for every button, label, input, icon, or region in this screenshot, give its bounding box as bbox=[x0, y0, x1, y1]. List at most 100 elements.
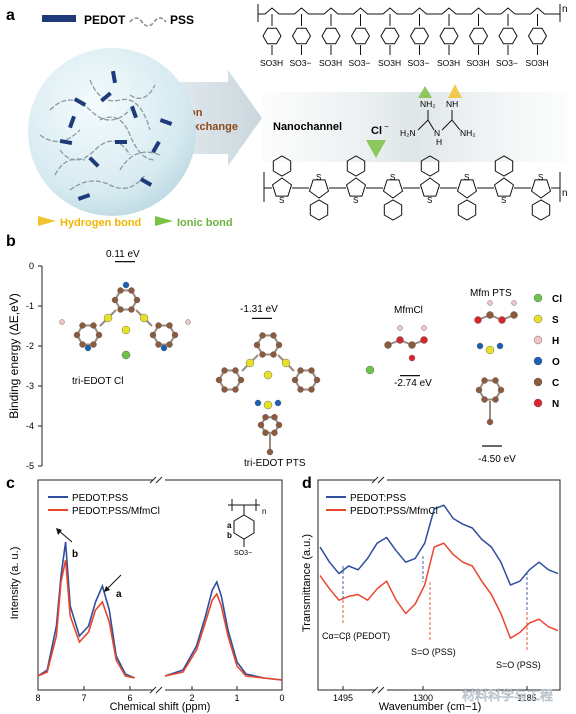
tec-r2-c-2 bbox=[117, 306, 124, 313]
pedot-rod-7 bbox=[139, 177, 153, 187]
pss-group-label-4: SO3H bbox=[378, 58, 401, 68]
pss-ring-6 bbox=[439, 27, 459, 45]
b-ytick-label-3: -3 bbox=[26, 381, 34, 391]
tep-r1-c-2 bbox=[221, 386, 228, 393]
tep-r1-c-0 bbox=[237, 376, 245, 384]
mfp-r-c-0 bbox=[497, 386, 505, 394]
tep-r3-c-3 bbox=[291, 376, 299, 384]
energy-label-mfmcl: -2.74 eV bbox=[394, 378, 432, 389]
pss-ring-7 bbox=[468, 27, 489, 45]
pss-group-label-3: SO3− bbox=[349, 58, 371, 68]
panel-c-xlabel: Chemical shift (ppm) bbox=[110, 701, 211, 713]
svg-text:b: b bbox=[227, 531, 232, 540]
watermark-text: 材料科学与工程 bbox=[462, 688, 553, 703]
pss-chain-2 bbox=[89, 79, 151, 131]
tec-r3-c-4 bbox=[155, 322, 162, 329]
pedot-dioxane-5 bbox=[457, 199, 477, 221]
mfc-n-2 bbox=[420, 336, 428, 344]
b-ytick-label-5: -5 bbox=[26, 461, 34, 471]
mfp-o-1 bbox=[476, 342, 484, 350]
pss-chain-0 bbox=[49, 99, 131, 121]
tep-r2-c-1 bbox=[270, 351, 277, 358]
mfc-h-2 bbox=[421, 325, 427, 331]
label-tri-edot-cl: tri-EDOT Cl bbox=[72, 376, 123, 387]
label-mfm-pts: Mfm PTS bbox=[470, 288, 512, 299]
atom-legend-label-Cl: Cl bbox=[552, 294, 562, 305]
c-arrow-b-head bbox=[56, 528, 62, 535]
panel-b: b Binding energy (ΔE,eV) 0 -1 -2 -3 -4 -5 0.1… bbox=[6, 233, 562, 471]
tep-r1-c-4 bbox=[221, 367, 228, 374]
c-xtick-label-0: 8 bbox=[35, 693, 40, 703]
pss-ring-0 bbox=[262, 27, 282, 45]
pss-chain-4 bbox=[119, 151, 161, 171]
b-ytick-label-2: -2 bbox=[26, 341, 34, 351]
panel-d-series bbox=[319, 504, 559, 639]
mfp-o-2 bbox=[496, 342, 504, 350]
mfp-c-methyl bbox=[486, 418, 494, 426]
pedot-rod-3 bbox=[59, 138, 73, 146]
pss-ring-5 bbox=[409, 27, 430, 45]
tec-r1-c-1 bbox=[90, 341, 97, 348]
svg-text:n: n bbox=[262, 507, 266, 516]
d-xtick-label-1: 1300 bbox=[413, 693, 433, 703]
panel-c: c Intensity (a. u.) 8 7 6 2 1 0 Chemical shif… bbox=[6, 475, 285, 713]
tec-o-3 bbox=[160, 344, 168, 352]
tec-h-1 bbox=[59, 319, 65, 325]
label-mfmcl: MfmCl bbox=[394, 305, 423, 316]
tec-s-2 bbox=[139, 313, 149, 323]
tec-r3-c-5 bbox=[166, 322, 173, 329]
tec-r2-c-4 bbox=[117, 287, 124, 294]
b-ytick-label-1: -1 bbox=[26, 301, 34, 311]
mfp-h-1 bbox=[487, 300, 493, 306]
pss-chain-8 bbox=[54, 158, 86, 176]
panel-d-frame bbox=[317, 479, 561, 691]
mfp-r-c-1 bbox=[492, 396, 499, 403]
pedot-s-label-2: S bbox=[353, 196, 358, 205]
tec-r3-c-1 bbox=[166, 341, 173, 348]
pedot-thiophene-7 bbox=[530, 179, 552, 199]
pedot-rod-11 bbox=[68, 115, 76, 129]
pss-ring-8 bbox=[498, 27, 518, 45]
panel-c-label: c bbox=[6, 475, 15, 492]
pss-group-label-7: SO3H bbox=[467, 58, 490, 68]
panel-d: d Transmittance (a.u.) 1495 1300 1185 Wave… bbox=[301, 475, 561, 713]
tep-r3-c-2 bbox=[297, 386, 304, 393]
atom-legend-dot-Cl bbox=[533, 293, 543, 303]
pedot-thiophene-3 bbox=[382, 179, 404, 199]
pedot-s-label-6: S bbox=[501, 196, 506, 205]
tec-o-2 bbox=[84, 344, 92, 352]
sphere-chains bbox=[39, 70, 173, 201]
mfp-s bbox=[485, 345, 495, 355]
panel-d-xlabel: Wavenumber (cm−1) bbox=[379, 701, 482, 713]
tec-r2-c-0 bbox=[133, 296, 141, 304]
panel-b-ylabel: Binding energy (ΔE,eV) bbox=[7, 293, 21, 418]
c-xtick-label-2: 6 bbox=[127, 693, 132, 703]
ionic-bond-cone bbox=[366, 140, 386, 158]
c-xtick-label-3: 2 bbox=[189, 693, 194, 703]
svg-text:H₂N: H₂N bbox=[400, 128, 416, 138]
panel-c-axis-break bbox=[149, 476, 165, 694]
nanochannel-label: Nanochannel bbox=[273, 121, 342, 133]
svg-text:SO3−: SO3− bbox=[234, 550, 252, 557]
tec-r1-c-0 bbox=[95, 331, 103, 339]
pedot-rod-5 bbox=[88, 156, 100, 168]
tec-r2-c-1 bbox=[128, 306, 135, 313]
atom-legend-label-H: H bbox=[552, 336, 559, 347]
svg-text:H: H bbox=[436, 137, 442, 147]
pedot-rod-4 bbox=[151, 140, 161, 154]
atom-legend-label-N: N bbox=[552, 399, 559, 410]
energy-label-tri-edot-pts: -1.31 eV bbox=[240, 304, 278, 315]
c-xtick-label-4: 1 bbox=[234, 693, 239, 703]
d-xtick-label-0: 1495 bbox=[333, 693, 353, 703]
energy-label-tri-edot-cl: 0.11 eV bbox=[106, 249, 140, 260]
b-ytick-label-0: 0 bbox=[29, 261, 34, 271]
c-series-0-right bbox=[164, 580, 283, 681]
pedot-chain-structure: S S S S S S S S bbox=[263, 155, 561, 221]
pedot-s-label-1: S bbox=[316, 173, 321, 182]
pedot-rod-8 bbox=[77, 193, 91, 201]
pedot-n-label: n bbox=[562, 188, 568, 199]
pss-group-label-6: SO3H bbox=[437, 58, 460, 68]
tep-r2-c-5 bbox=[270, 332, 277, 339]
